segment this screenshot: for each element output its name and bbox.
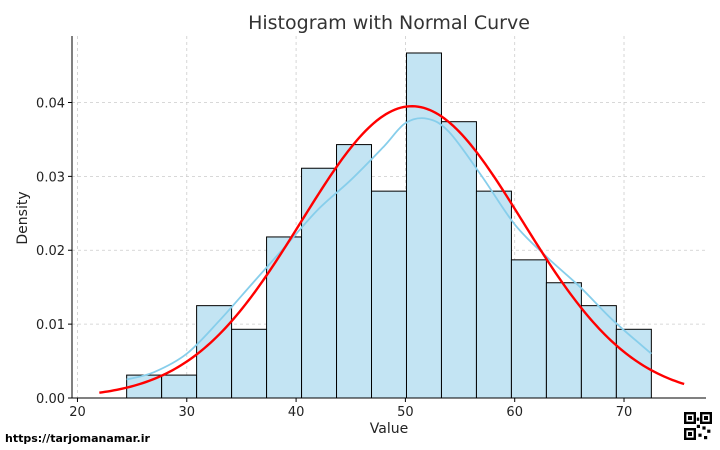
x-tick-label: 30	[179, 405, 196, 420]
histogram-bar	[405, 52, 442, 399]
histogram-bar	[301, 167, 338, 399]
histogram-bar	[510, 259, 547, 399]
y-axis-label: Density	[15, 191, 31, 244]
normal-curve	[99, 104, 685, 394]
histogram-bar	[161, 374, 198, 399]
x-tick-label: 40	[288, 405, 305, 420]
y-tick-label: 0.01	[36, 318, 65, 333]
histogram-bars	[126, 52, 652, 399]
y-tick-label: 0.00	[36, 392, 65, 407]
histogram-bar	[475, 190, 512, 399]
histogram-bar	[371, 190, 407, 399]
curves	[99, 104, 685, 394]
histogram-bar	[440, 121, 477, 399]
kde-curve	[126, 117, 652, 381]
qr-code-icon	[684, 412, 712, 440]
histogram-bar	[336, 144, 373, 399]
y-tick-label: 0.03	[36, 170, 65, 185]
watermark-link[interactable]: https://tarjomanamar.ir	[5, 432, 150, 445]
x-tick-label: 50	[397, 405, 414, 420]
x-tick-label: 60	[506, 405, 523, 420]
histogram-bar	[231, 328, 268, 399]
x-axis-label: Value	[370, 421, 408, 437]
histogram-bar	[266, 236, 303, 399]
histogram-bar	[196, 305, 233, 399]
y-tick-label: 0.02	[36, 244, 65, 259]
y-tick-label: 0.04	[36, 96, 65, 111]
axes: 20 30 40 50 60 70 0.00 0.01 0.02 0.03 0.04	[36, 36, 706, 420]
chart-title: Histogram with Normal Curve	[248, 12, 530, 34]
x-tick-label: 20	[69, 405, 86, 420]
histogram-bar	[615, 328, 652, 399]
x-tick-label: 70	[616, 405, 633, 420]
